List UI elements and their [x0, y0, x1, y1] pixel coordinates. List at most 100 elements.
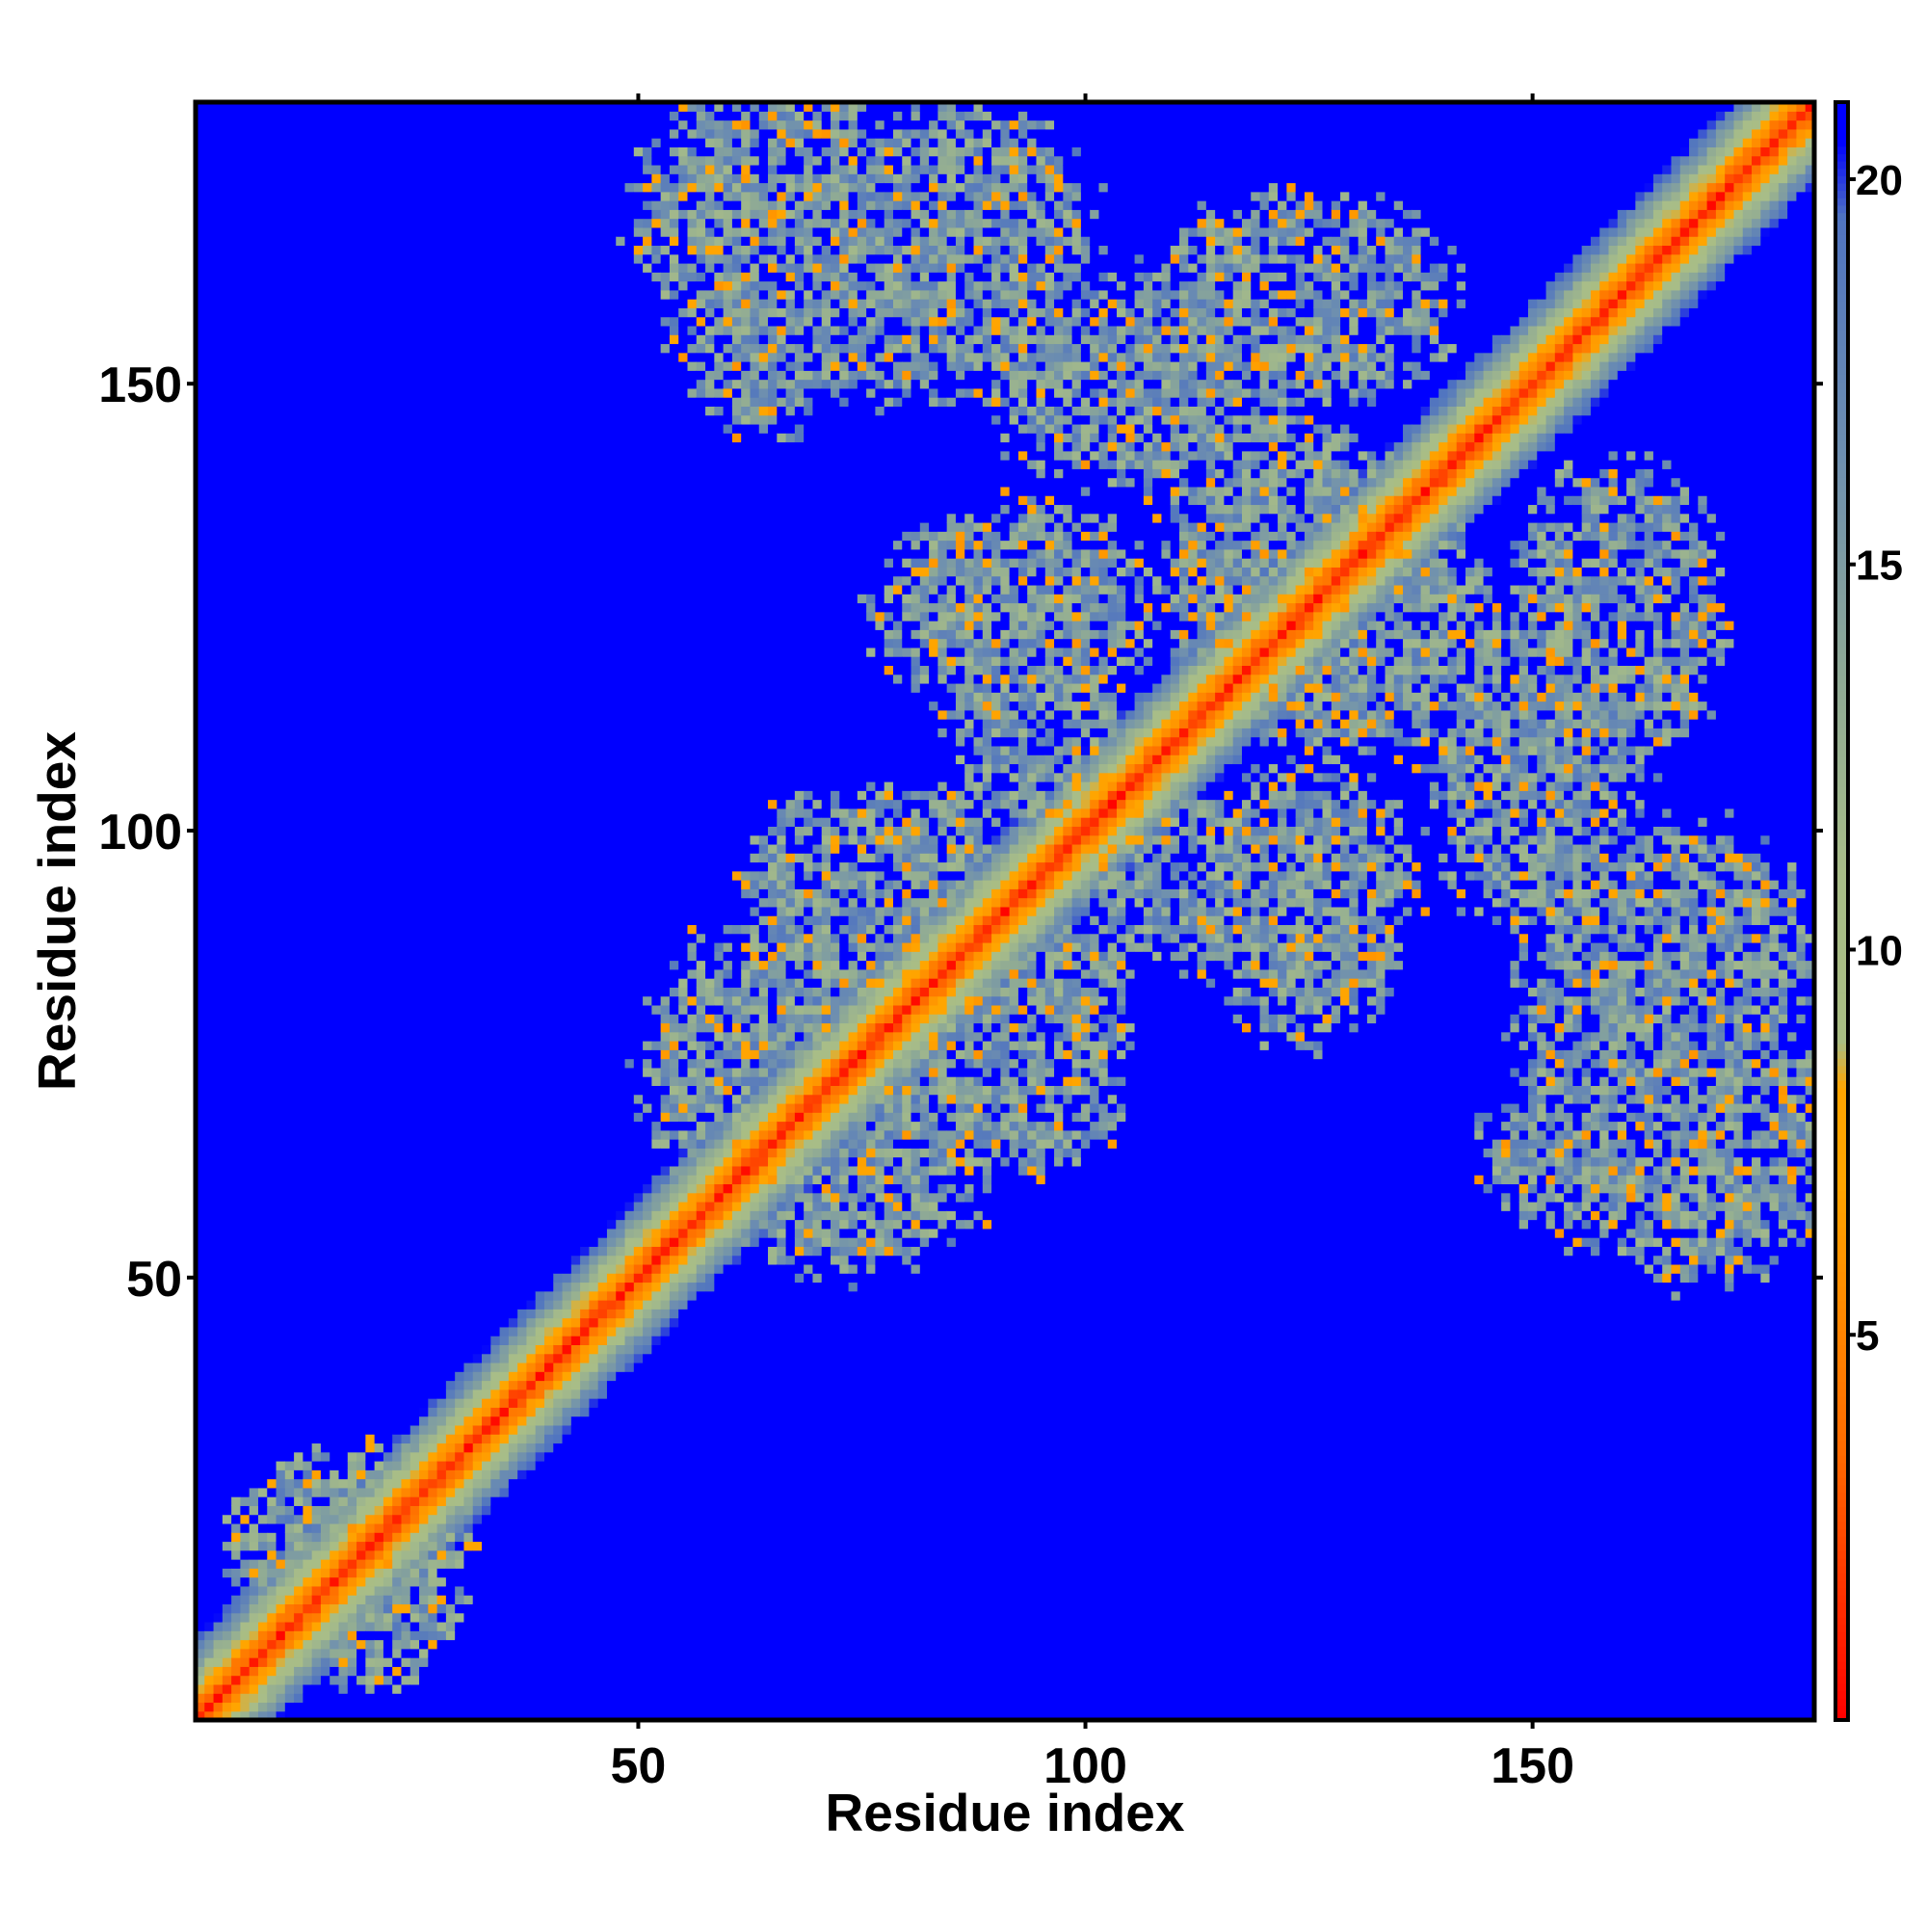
heatmap-cell: [392, 307, 402, 317]
heatmap-cell: [303, 594, 312, 603]
heatmap-cell: [312, 192, 322, 201]
heatmap-cell: [250, 1434, 259, 1443]
heatmap-cell: [267, 835, 277, 845]
heatmap-cell: [365, 1434, 375, 1443]
heatmap-cell: [401, 460, 410, 469]
heatmap-cell: [365, 1550, 375, 1560]
heatmap-cell: [428, 1577, 437, 1587]
heatmap-cell: [339, 1148, 349, 1157]
heatmap-cell: [214, 1014, 224, 1023]
heatmap-cell: [303, 987, 312, 996]
heatmap-cell: [294, 1220, 304, 1230]
heatmap-cell: [330, 1282, 339, 1291]
heatmap-cell: [428, 281, 437, 291]
heatmap-cell: [410, 361, 420, 371]
heatmap-cell: [392, 934, 402, 943]
heatmap-cell: [410, 1532, 420, 1542]
heatmap-cell: [214, 1657, 224, 1667]
heatmap-cell: [410, 1666, 420, 1676]
heatmap-cell: [339, 1693, 349, 1703]
heatmap-cell: [303, 1407, 312, 1416]
heatmap-cell: [250, 1175, 259, 1184]
heatmap-cell: [410, 1130, 420, 1140]
heatmap-cell: [204, 263, 214, 273]
heatmap-cell: [204, 1630, 214, 1640]
heatmap-cell: [437, 781, 447, 791]
heatmap-cell: [410, 602, 420, 612]
heatmap-cell: [383, 388, 393, 398]
heatmap-cell: [339, 924, 349, 934]
heatmap-cell: [267, 1183, 277, 1193]
heatmap-cell: [339, 621, 349, 630]
heatmap-cell: [419, 1416, 429, 1426]
heatmap-cell: [365, 146, 375, 156]
heatmap-cell: [392, 460, 402, 469]
heatmap-cell: [330, 1309, 339, 1318]
heatmap-cell: [250, 478, 259, 488]
heatmap-cell: [231, 263, 241, 273]
heatmap-cell: [267, 200, 277, 210]
heatmap-cell: [250, 1515, 259, 1524]
heatmap-cell: [240, 1095, 250, 1104]
heatmap-cell: [285, 808, 295, 818]
heatmap-cell: [356, 120, 366, 130]
heatmap-cell: [223, 380, 232, 389]
heatmap-cell: [277, 1613, 286, 1623]
heatmap-cell: [231, 334, 241, 344]
heatmap-cell: [392, 1469, 402, 1479]
heatmap-cell: [410, 996, 420, 1006]
heatmap-cell: [240, 1550, 250, 1560]
heatmap-cell: [204, 602, 214, 612]
heatmap-cell: [401, 343, 410, 353]
heatmap-cell: [356, 898, 366, 908]
heatmap-cell: [365, 710, 375, 720]
heatmap-cell: [383, 478, 393, 488]
heatmap-cell: [303, 665, 312, 675]
heatmap-cell: [383, 514, 393, 523]
heatmap-cell: [258, 987, 268, 996]
heatmap-cell: [365, 1371, 375, 1381]
heatmap-cell: [258, 522, 268, 532]
heatmap-cell: [401, 1657, 410, 1667]
heatmap-cell: [303, 844, 312, 854]
heatmap-cell: [401, 1523, 410, 1533]
heatmap-cell: [250, 522, 259, 532]
heatmap-cell: [294, 290, 304, 300]
heatmap-cell: [428, 1076, 437, 1086]
heatmap-cell: [312, 1515, 322, 1524]
heatmap-cell: [250, 826, 259, 835]
heatmap-cell: [339, 781, 349, 791]
heatmap-cell: [258, 888, 268, 898]
heatmap-cell: [365, 594, 375, 603]
heatmap-cell: [401, 1666, 410, 1676]
heatmap-cell: [204, 1318, 214, 1328]
heatmap-cell: [392, 1416, 402, 1426]
heatmap-cell: [240, 468, 250, 478]
heatmap-cell: [392, 961, 402, 970]
heatmap-cell: [321, 415, 330, 425]
heatmap-cell: [419, 522, 429, 532]
heatmap-cell: [339, 1523, 349, 1533]
heatmap-cell: [428, 701, 437, 711]
heatmap-cell: [223, 254, 232, 264]
heatmap-cell: [419, 1693, 429, 1703]
heatmap-cell: [231, 209, 241, 219]
heatmap-cell: [250, 200, 259, 210]
heatmap-cell: [214, 317, 224, 327]
heatmap-cell: [419, 969, 429, 979]
heatmap-cell: [339, 665, 349, 675]
heatmap-cell: [240, 1496, 250, 1506]
heatmap-cell: [250, 763, 259, 773]
heatmap-cell: [294, 1139, 304, 1149]
heatmap-cell: [231, 1220, 241, 1230]
heatmap-cell: [428, 165, 437, 174]
heatmap-cell: [330, 719, 339, 728]
heatmap-cell: [204, 415, 214, 425]
heatmap-cell: [410, 835, 420, 845]
heatmap-cell: [330, 1550, 339, 1560]
heatmap-cell: [339, 978, 349, 988]
heatmap-cell: [321, 165, 330, 174]
heatmap-cell: [258, 701, 268, 711]
heatmap-cell: [240, 888, 250, 898]
heatmap-cell: [419, 1469, 429, 1479]
